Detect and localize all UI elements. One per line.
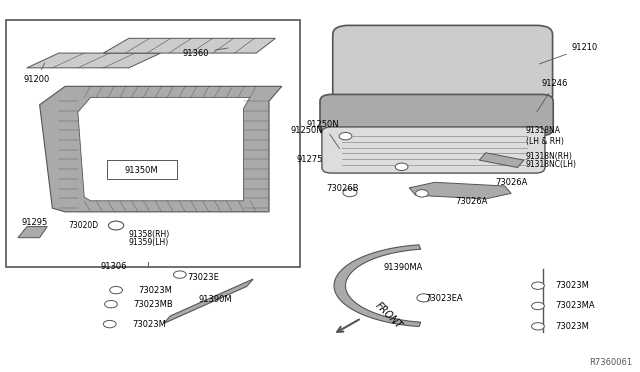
Polygon shape (78, 97, 250, 201)
Circle shape (173, 271, 186, 278)
Text: 73026A: 73026A (495, 178, 527, 187)
Text: 91318NC(LH): 91318NC(LH) (526, 160, 577, 169)
Polygon shape (164, 279, 253, 323)
Circle shape (104, 301, 117, 308)
Text: 91306: 91306 (100, 262, 127, 271)
Text: 91250N: 91250N (291, 126, 323, 135)
Circle shape (532, 282, 544, 289)
Text: 73023M: 73023M (556, 322, 589, 331)
Text: 91275: 91275 (297, 155, 323, 164)
Circle shape (103, 320, 116, 328)
Circle shape (417, 294, 431, 302)
FancyBboxPatch shape (333, 25, 552, 105)
Text: 91295: 91295 (21, 218, 47, 227)
Text: 91350M: 91350M (125, 166, 158, 174)
Polygon shape (334, 245, 420, 327)
Text: 91200: 91200 (23, 63, 49, 84)
Polygon shape (18, 227, 47, 238)
Text: 73023M: 73023M (132, 320, 166, 328)
Circle shape (339, 132, 352, 140)
Text: 91358(RH): 91358(RH) (129, 230, 170, 239)
Text: 91360: 91360 (183, 48, 228, 58)
Circle shape (532, 323, 544, 330)
Circle shape (532, 302, 544, 310)
Text: 73023MB: 73023MB (133, 300, 173, 309)
FancyBboxPatch shape (320, 94, 553, 135)
FancyBboxPatch shape (6, 20, 300, 267)
Polygon shape (409, 182, 511, 199)
Text: 91318NA
(LH & RH): 91318NA (LH & RH) (526, 126, 564, 146)
Text: 91246: 91246 (537, 79, 568, 112)
Text: 73023MA: 73023MA (556, 301, 595, 311)
Text: 73023M: 73023M (138, 286, 172, 295)
Circle shape (109, 286, 122, 294)
Circle shape (395, 163, 408, 170)
Text: 73023EA: 73023EA (425, 294, 463, 303)
Text: 73026B: 73026B (326, 185, 359, 193)
Text: 73023E: 73023E (188, 273, 220, 282)
Text: 91250N: 91250N (307, 120, 339, 149)
Text: 91359(LH): 91359(LH) (129, 238, 169, 247)
Circle shape (415, 190, 428, 197)
Polygon shape (103, 38, 275, 53)
Text: 91390MA: 91390MA (384, 263, 423, 272)
Circle shape (343, 189, 357, 197)
Polygon shape (27, 53, 161, 68)
Text: 91390M: 91390M (199, 295, 232, 304)
Circle shape (108, 221, 124, 230)
Text: 91318N(RH): 91318N(RH) (526, 152, 573, 161)
Text: R7360061: R7360061 (589, 358, 632, 367)
Text: 73020D: 73020D (68, 221, 99, 230)
FancyBboxPatch shape (322, 127, 545, 173)
Text: 73023M: 73023M (556, 281, 589, 290)
Text: 91210: 91210 (540, 43, 598, 64)
Polygon shape (40, 86, 282, 212)
Text: FRONT: FRONT (374, 301, 404, 331)
Polygon shape (479, 153, 524, 167)
FancyBboxPatch shape (106, 160, 177, 179)
Text: 73026A: 73026A (455, 197, 488, 206)
